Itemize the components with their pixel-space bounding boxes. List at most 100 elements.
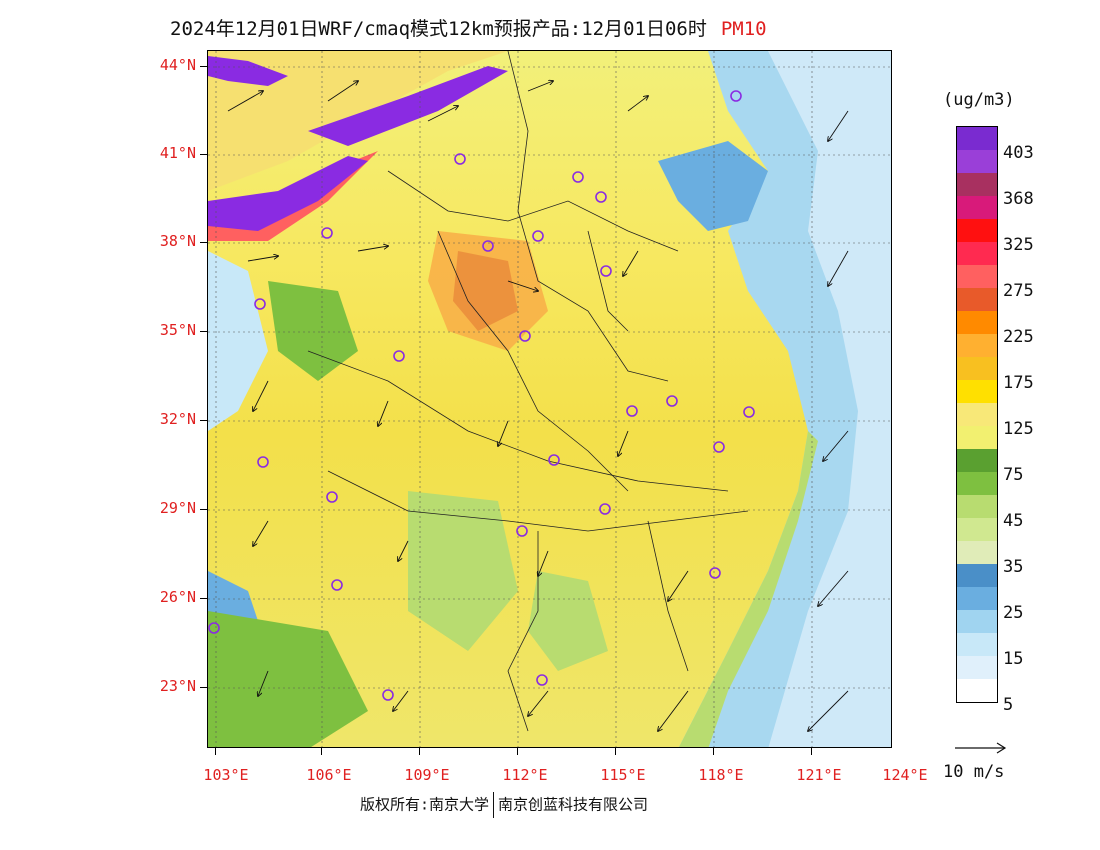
colorbar-label: 368 [1003,189,1034,209]
lat-label: 41°N [159,144,196,162]
lat-label: 26°N [159,588,196,606]
colorbar-swatch [957,541,997,564]
station-marker [331,579,343,591]
lon-tick [615,748,616,755]
west-clean-region [208,251,268,431]
colorbar-label: 35 [1003,557,1024,577]
lon-label: 103°E [203,766,249,784]
map-canvas [208,51,891,747]
colorbar-label: 15 [1003,649,1024,669]
colorbar-swatch [957,679,997,702]
lon-label: 109°E [404,766,450,784]
orange-hotspot-core [453,251,518,331]
lat-label: 44°N [159,56,196,74]
bohai-sea [658,141,768,231]
coastal-green [679,431,818,747]
lat-label: 35°N [159,321,196,339]
station-marker [626,405,638,417]
station-marker [393,350,405,362]
lon-tick [713,748,714,755]
colorbar-label: 325 [1003,235,1034,255]
station-marker [519,330,531,342]
colorbar-swatch [957,150,997,173]
colorbar-swatch [957,656,997,679]
station-markers [208,90,755,701]
pm10-forecast-map [207,50,892,748]
station-marker [572,171,584,183]
station-marker [595,191,607,203]
station-marker [516,525,528,537]
colorbar-swatch [957,633,997,656]
dust-plume-purple-3 [208,56,288,86]
colorbar-label: 5 [1003,695,1014,715]
green-patch-west [268,281,358,381]
colorbar-swatch [957,357,997,380]
lat-tick [200,687,207,688]
lat-label: 23°N [159,677,196,695]
station-marker [548,454,560,466]
lat-tick [200,242,207,243]
lat-tick [200,66,207,67]
station-marker [709,567,721,579]
colorbar [956,126,998,703]
lat-label: 32°N [159,410,196,428]
colorbar-swatch [957,288,997,311]
lat-tick [200,331,207,332]
lon-tick [215,748,216,755]
colorbar-label: 175 [1003,373,1034,393]
sea-shallow [768,51,891,747]
lon-tick [811,748,812,755]
colorbar-swatch [957,426,997,449]
station-marker [532,230,544,242]
colorbar-label: 45 [1003,511,1024,531]
lon-label: 118°E [698,766,744,784]
lon-label: 115°E [600,766,646,784]
green-patch-south [208,611,368,747]
colorbar-swatch [957,449,997,472]
station-marker [254,298,266,310]
lon-tick [321,748,322,755]
lon-tick [517,748,518,755]
station-marker [600,265,612,277]
station-marker [382,689,394,701]
copyright-divider [493,792,495,818]
station-marker [730,90,742,102]
colorbar-swatch [957,564,997,587]
dust-plume-purple-2 [308,66,508,146]
colorbar-swatch [957,380,997,403]
lat-label: 29°N [159,499,196,517]
graticule [208,51,891,747]
colorbar-swatch [957,219,997,242]
copyright-company: 南京创蓝科技有限公司 [498,795,649,814]
colorbar-swatch [957,265,997,288]
title-variable: PM10 [720,18,767,40]
colorbar-swatch [957,173,997,196]
green-patch-central [408,491,518,651]
colorbar-label: 403 [1003,143,1034,163]
lat-tick [200,509,207,510]
colorbar-swatch [957,311,997,334]
lat-label: 38°N [159,232,196,250]
dust-plume-purple [208,156,368,231]
station-marker [257,456,269,468]
lat-tick [200,420,207,421]
station-marker [536,674,548,686]
colorbar-swatch [957,127,997,150]
station-marker [599,503,611,515]
colorbar-swatch [957,242,997,265]
wind-scale-label: 10 m/s [943,762,1005,782]
copyright-notice: 版权所有:南京大学 南京创蓝科技有限公司 [360,792,648,818]
station-marker [321,227,333,239]
colorbar-label: 25 [1003,603,1024,623]
station-marker [666,395,678,407]
colorbar-label: 275 [1003,281,1034,301]
station-marker [482,240,494,252]
colorbar-swatch [957,610,997,633]
station-marker [454,153,466,165]
lon-label: 112°E [502,766,548,784]
colorbar-swatch [957,587,997,610]
lon-tick [419,748,420,755]
green-patch-se [528,571,608,671]
station-marker [713,441,725,453]
station-marker [326,491,338,503]
